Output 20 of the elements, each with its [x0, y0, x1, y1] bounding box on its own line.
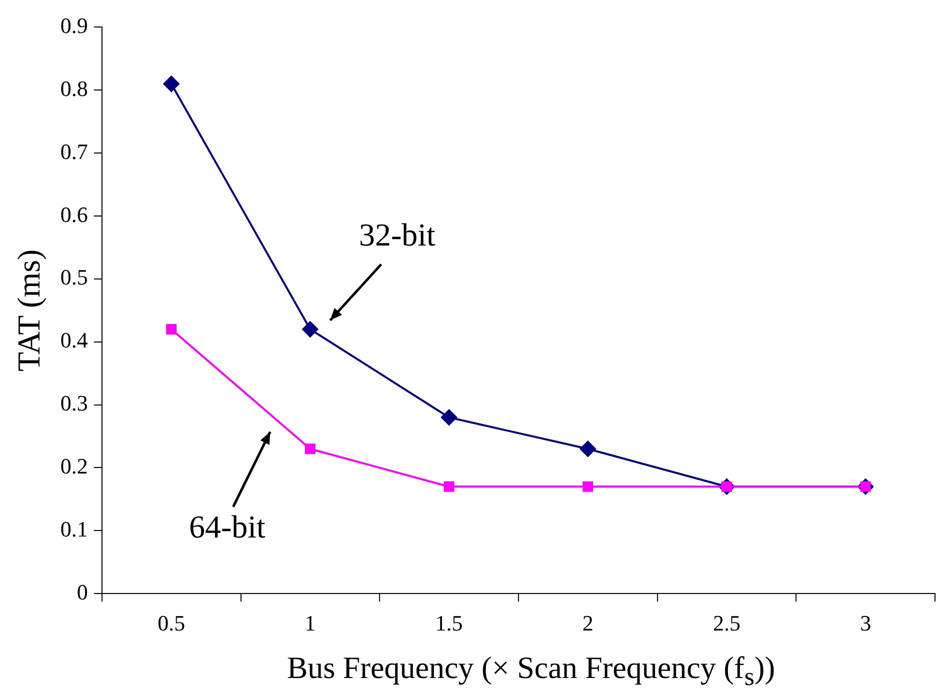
x-tick-label: 0.5 — [158, 610, 186, 636]
y-tick-label: 0.9 — [60, 12, 88, 38]
y-tick-label: 0.8 — [60, 76, 88, 101]
x-tick-label: 3 — [860, 610, 872, 636]
x-tick-label: 2 — [582, 610, 594, 636]
y-tick-label: 0.1 — [60, 516, 88, 542]
y-tick-label: 0.5 — [60, 264, 88, 290]
x-tick-label: 1.5 — [435, 610, 463, 636]
x-tick-label: 2.5 — [712, 610, 740, 636]
x-axis-title: Bus Frequency (× Scan Frequency (f$_{s}$)) — [286, 649, 776, 694]
y-tick-label: 0.4 — [60, 328, 88, 353]
y-tick-label: 0 — [76, 579, 88, 604]
x-tick-label: 1 — [304, 610, 316, 636]
y-tick-label: 0.7 — [60, 138, 88, 164]
text: 32-bit — [358, 216, 436, 253]
y-tick-label: 0.3 — [60, 390, 88, 416]
y-axis-title: TAT (ms) — [10, 249, 47, 372]
y-tick-label: 0.6 — [60, 202, 88, 227]
text: 64-bit — [188, 508, 266, 544]
y-tick-label: 0.2 — [60, 454, 88, 479]
